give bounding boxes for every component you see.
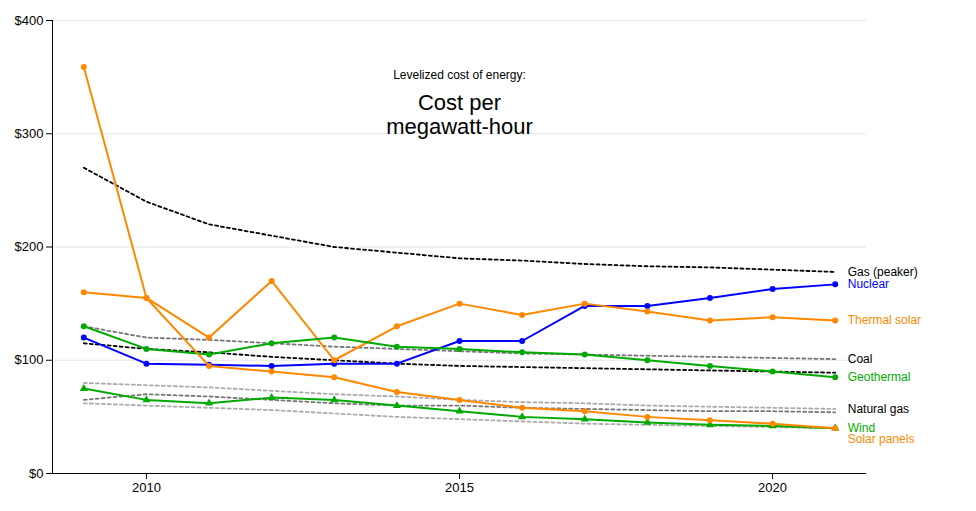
svg-text:Coal: Coal xyxy=(848,352,873,366)
svg-text:Cost permegawatt-hour: Cost permegawatt-hour xyxy=(386,90,533,139)
svg-text:$0: $0 xyxy=(29,466,43,481)
svg-text:Gas (peaker): Gas (peaker) xyxy=(847,264,918,279)
svg-text:2020: 2020 xyxy=(758,480,787,495)
svg-text:Nuclear: Nuclear xyxy=(848,277,889,291)
svg-text:2010: 2010 xyxy=(132,480,161,495)
svg-text:$200: $200 xyxy=(15,239,44,254)
svg-text:Natural gas: Natural gas xyxy=(848,402,909,416)
svg-text:Levelized cost of energy:: Levelized cost of energy: xyxy=(393,68,526,82)
svg-text:$100: $100 xyxy=(15,352,44,367)
svg-text:2015: 2015 xyxy=(445,480,474,495)
svg-text:Geothermal: Geothermal xyxy=(848,370,911,384)
svg-text:Thermal solar: Thermal solar xyxy=(848,313,921,327)
svg-text:$300: $300 xyxy=(15,126,44,141)
svg-text:$400: $400 xyxy=(15,13,44,28)
svg-text:Solar panels: Solar panels xyxy=(848,432,915,446)
svg-text:Wind: Wind xyxy=(847,421,876,435)
